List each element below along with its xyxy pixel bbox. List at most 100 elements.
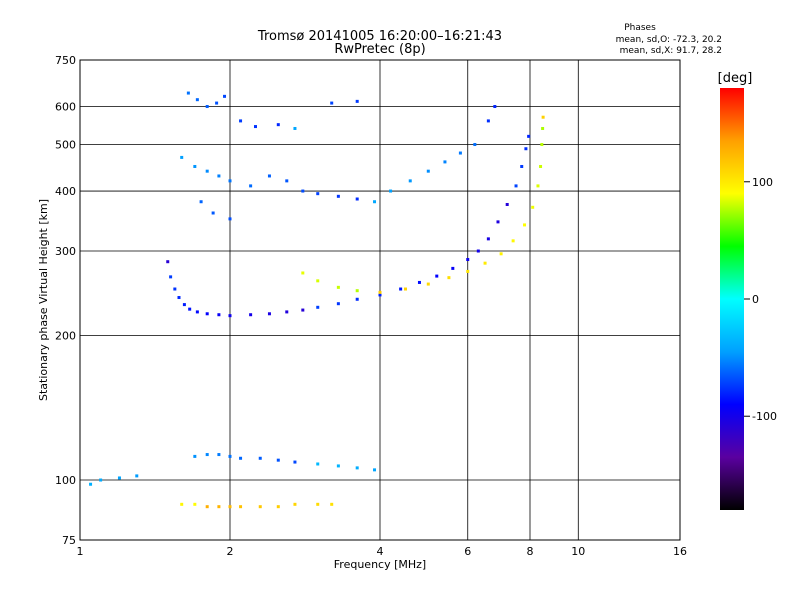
echo-point bbox=[228, 454, 232, 458]
echo-point bbox=[135, 474, 139, 478]
echo-point bbox=[169, 275, 173, 279]
echo-point bbox=[193, 454, 197, 458]
echo-point bbox=[276, 505, 280, 509]
stats-heading: Phases bbox=[624, 23, 656, 33]
echo-point bbox=[205, 312, 209, 316]
echo-point bbox=[355, 197, 359, 201]
stats-line-x: mean, sd,X: 91.7, 28.2 bbox=[620, 46, 722, 56]
echo-point bbox=[177, 296, 181, 300]
echo-point bbox=[403, 287, 407, 291]
echo-point bbox=[355, 466, 359, 470]
echo-point bbox=[205, 505, 209, 509]
echo-point bbox=[523, 223, 527, 227]
x-tick-label: 2 bbox=[227, 545, 234, 558]
echo-point bbox=[217, 313, 221, 317]
x-axis-ticks: 1 2 4 6 8 10 16 bbox=[77, 545, 688, 558]
echo-point bbox=[276, 458, 280, 462]
echo-point bbox=[426, 169, 430, 173]
echo-point bbox=[443, 160, 447, 164]
echo-point bbox=[373, 468, 377, 472]
y-tick-label: 200 bbox=[55, 330, 76, 343]
echo-point bbox=[316, 192, 320, 196]
echo-point bbox=[301, 271, 305, 275]
echo-point bbox=[217, 174, 221, 178]
echo-point bbox=[193, 164, 197, 168]
plot-frame bbox=[79, 59, 681, 541]
colorbar-title: [deg] bbox=[718, 71, 753, 86]
echo-point bbox=[355, 289, 359, 293]
echo-point bbox=[540, 143, 544, 147]
echo-point bbox=[195, 310, 199, 314]
echo-point bbox=[211, 211, 215, 215]
echo-point bbox=[205, 105, 209, 109]
x-tick-label: 8 bbox=[527, 545, 534, 558]
echo-point bbox=[417, 280, 421, 284]
echo-point bbox=[499, 252, 503, 256]
echo-point bbox=[389, 189, 393, 193]
x-tick-label: 16 bbox=[673, 545, 687, 558]
echo-point bbox=[493, 105, 497, 109]
echo-point bbox=[483, 261, 487, 265]
echo-point bbox=[239, 456, 243, 460]
y-tick-label: 300 bbox=[55, 245, 76, 258]
echo-point bbox=[217, 505, 221, 509]
echo-point bbox=[527, 134, 531, 138]
echo-point bbox=[228, 314, 232, 318]
echo-point bbox=[355, 297, 359, 301]
echo-point bbox=[541, 115, 545, 119]
echo-point bbox=[258, 456, 262, 460]
echo-point bbox=[466, 258, 470, 262]
plot-points bbox=[89, 91, 545, 509]
echo-point bbox=[536, 184, 540, 188]
echo-point bbox=[293, 460, 297, 464]
echo-point bbox=[316, 462, 320, 466]
echo-point bbox=[473, 143, 477, 147]
echo-point bbox=[182, 303, 186, 307]
echo-point bbox=[293, 502, 297, 506]
echo-point bbox=[249, 184, 253, 188]
x-tick-label: 6 bbox=[464, 545, 471, 558]
y-tick-label: 75 bbox=[62, 534, 76, 547]
echo-point bbox=[195, 98, 199, 102]
echo-point bbox=[228, 179, 232, 183]
echo-point bbox=[373, 200, 377, 204]
echo-point bbox=[524, 147, 528, 151]
echo-point bbox=[188, 307, 192, 311]
echo-point bbox=[249, 313, 253, 317]
echo-point bbox=[336, 285, 340, 289]
chart-subtitle: RwPretec (8p) bbox=[334, 42, 425, 57]
echo-point bbox=[239, 505, 243, 509]
echo-point bbox=[378, 290, 382, 294]
echo-point bbox=[267, 174, 271, 178]
stats-line-o: mean, sd,O: -72.3, 20.2 bbox=[616, 35, 722, 45]
echo-point bbox=[435, 274, 439, 278]
echo-point bbox=[276, 123, 280, 127]
echo-point bbox=[166, 260, 170, 264]
echo-point bbox=[531, 205, 535, 209]
echo-point bbox=[228, 217, 232, 221]
echo-point bbox=[336, 302, 340, 306]
echo-point bbox=[451, 266, 455, 270]
echo-point bbox=[117, 476, 121, 480]
x-axis-label: Frequency [MHz] bbox=[334, 558, 426, 571]
echo-point bbox=[285, 179, 289, 183]
y-tick-label: 100 bbox=[55, 474, 76, 487]
echo-point bbox=[476, 249, 480, 253]
x-tick-label: 4 bbox=[377, 545, 384, 558]
echo-point bbox=[316, 305, 320, 309]
y-axis-ticks: 75 100 200 300 400 500 600 750 bbox=[55, 54, 76, 547]
echo-point bbox=[408, 179, 412, 183]
echo-point bbox=[199, 200, 203, 204]
echo-point bbox=[458, 151, 462, 155]
echo-point bbox=[466, 269, 470, 273]
echo-point bbox=[293, 126, 297, 130]
echo-point bbox=[217, 453, 221, 457]
echo-point bbox=[180, 155, 184, 159]
echo-point bbox=[316, 279, 320, 283]
echo-point bbox=[399, 287, 403, 291]
echo-point bbox=[378, 293, 382, 297]
echo-point bbox=[186, 91, 190, 95]
echo-point bbox=[511, 239, 515, 243]
echo-point bbox=[239, 119, 243, 123]
